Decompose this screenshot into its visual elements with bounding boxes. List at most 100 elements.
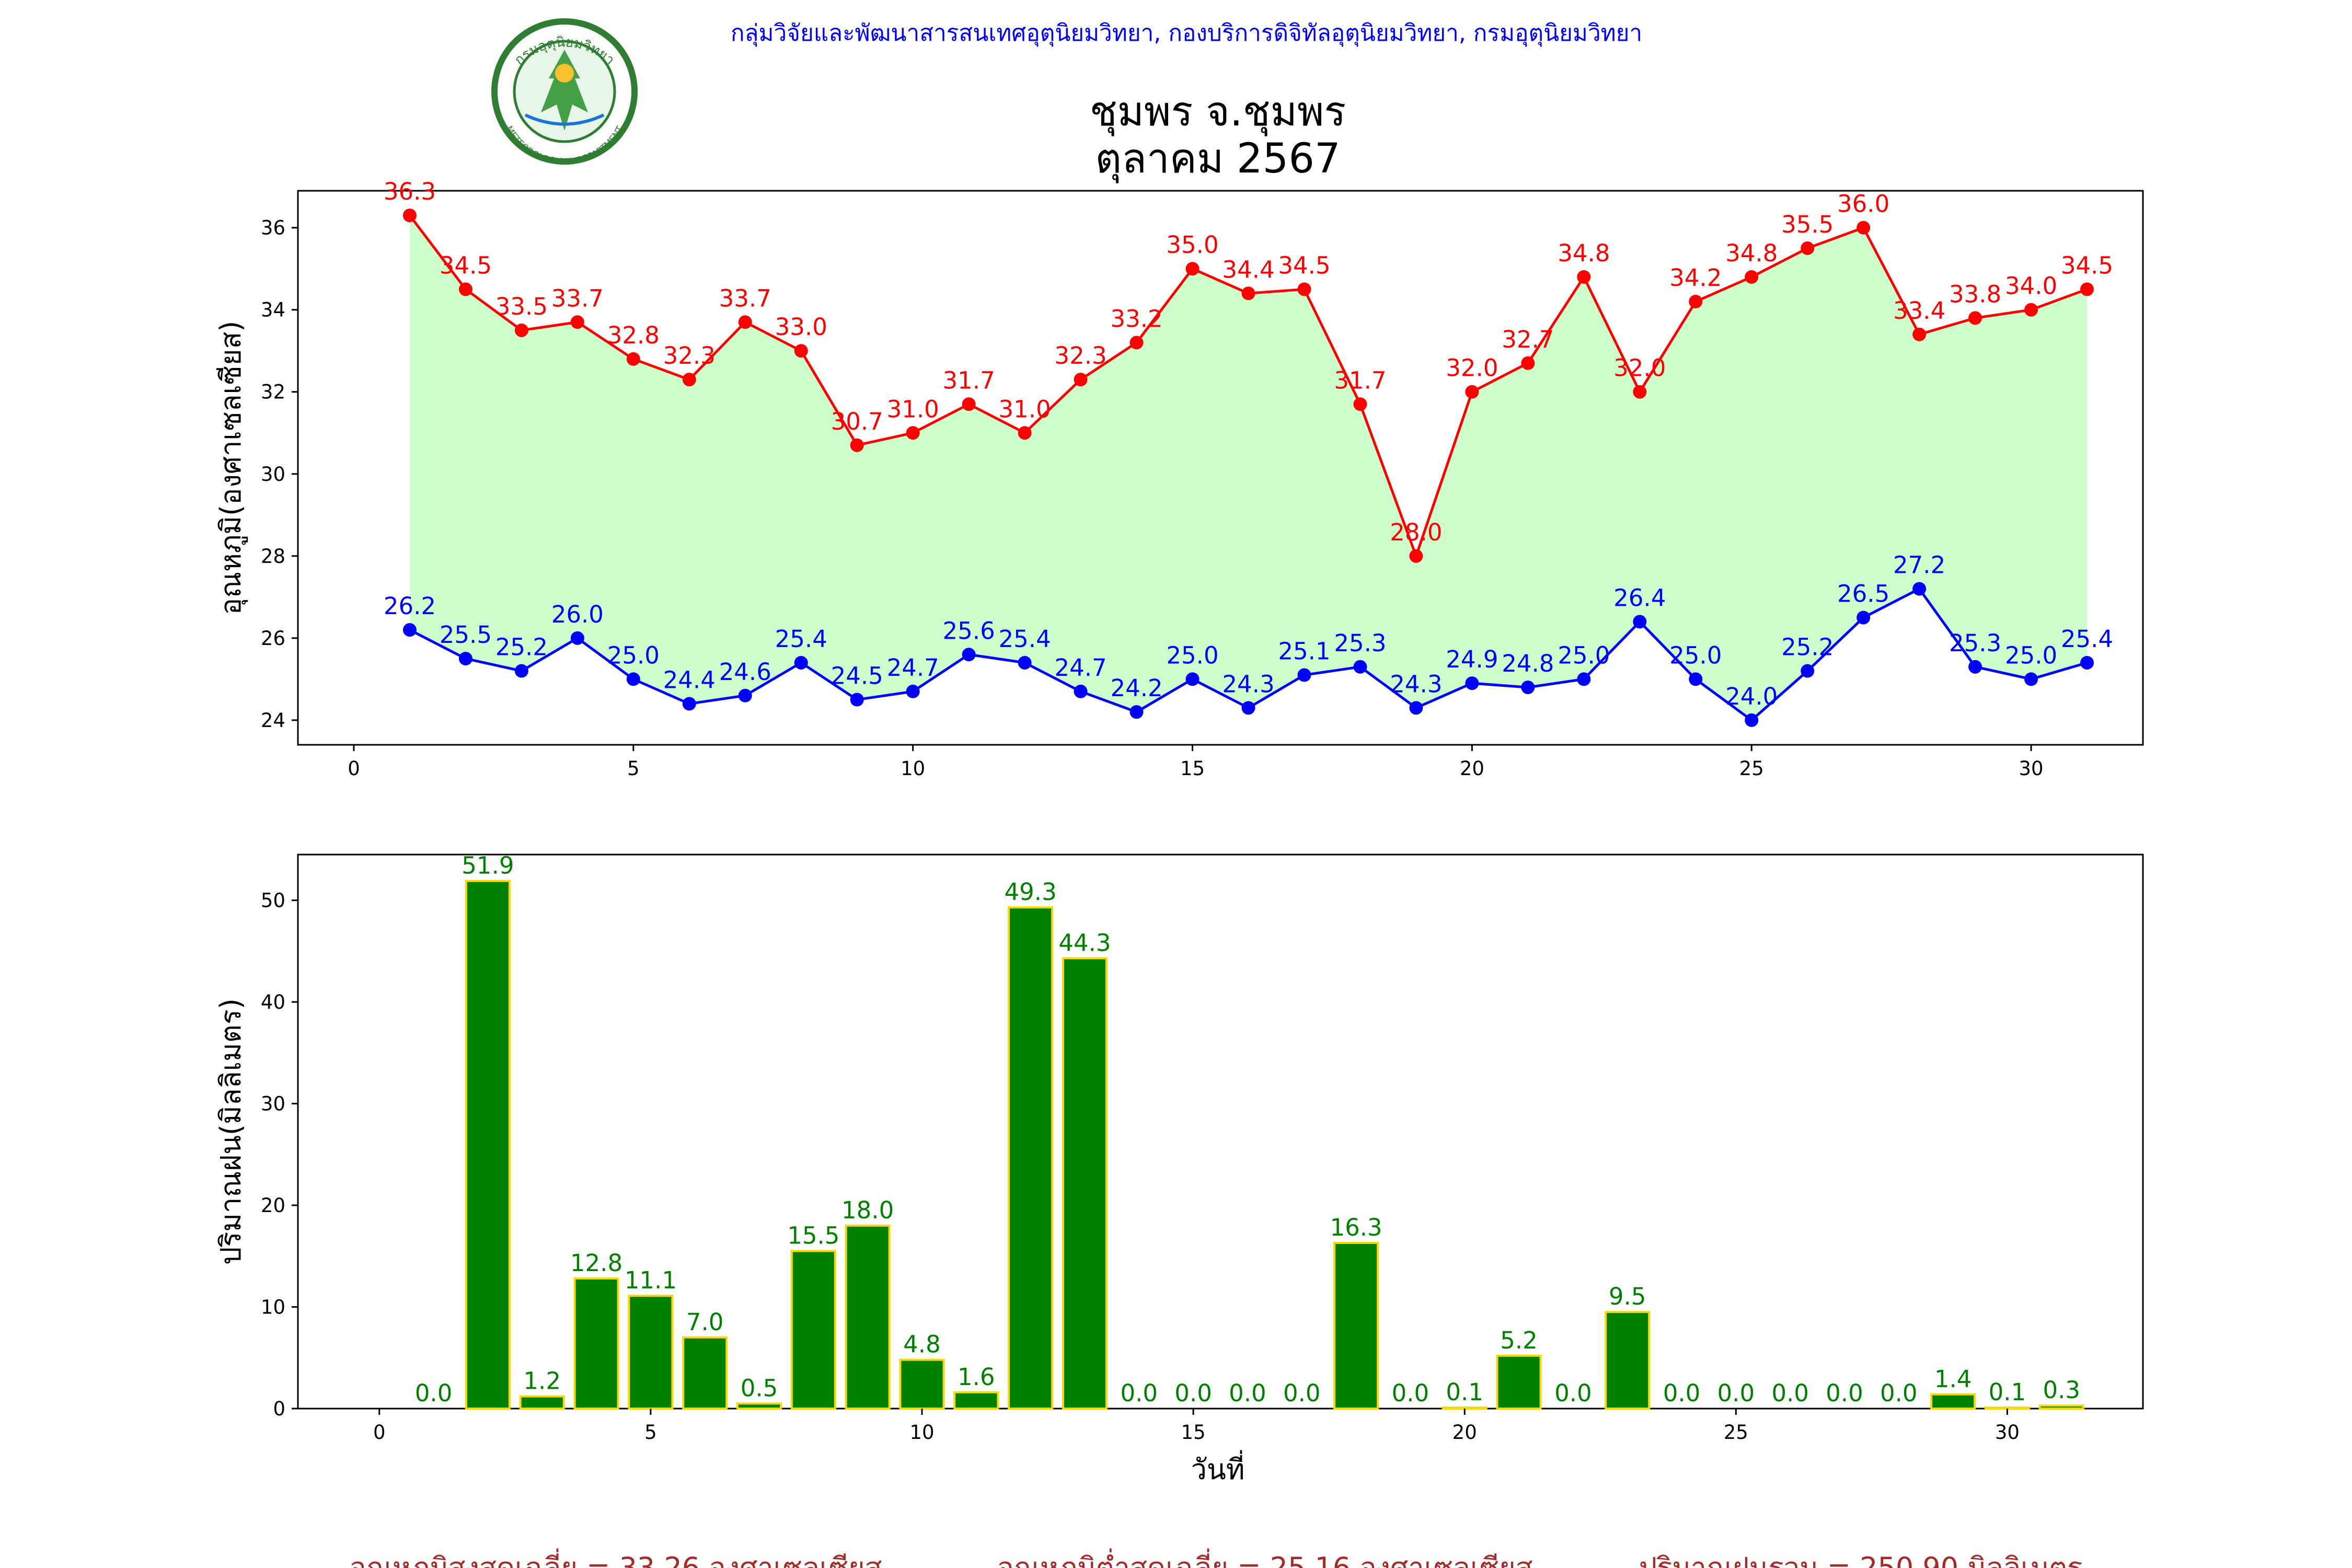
temperature-range-fill <box>409 215 2088 720</box>
max-temp-point <box>1185 262 1200 276</box>
temperature-panel: 36.334.533.5 33.732.832.333.733.030.7 31.0… <box>214 178 2144 780</box>
min-temp-value-label: 24.6 <box>719 658 771 686</box>
min-temp-value-label: 25.5 <box>440 621 492 649</box>
rainfall-value-label: 0.0 <box>415 1379 453 1407</box>
min-temp-value-label: 25.0 <box>2005 641 2057 669</box>
max-temp-point <box>2080 282 2094 296</box>
min-temp-point <box>1185 672 1200 686</box>
min-temp-value-label: 25.4 <box>999 625 1051 653</box>
min-temp-value-label: 24.3 <box>1222 670 1274 698</box>
rainfall-bar <box>1442 1406 1488 1410</box>
max-temp-point <box>458 282 472 296</box>
min-temp-point <box>1297 668 1311 682</box>
min-temp-point <box>514 664 528 678</box>
min-temp-point <box>682 697 696 711</box>
temperature-x-ticks: 0 5 10 15 20 25 30 <box>348 745 2044 780</box>
min-temp-value-label: 25.0 <box>1558 641 1610 669</box>
rainfall-bars <box>465 880 2084 1410</box>
x-tick-label: 15 <box>1181 1421 1206 1444</box>
rainfall-bar <box>899 1358 945 1410</box>
rainfall-data-labels: 0.0 51.9 1.2 12.811.1 7.0 0.5 15.518.0 4.8 1.6 49… <box>415 852 2080 1407</box>
max-temp-value-label: 33.8 <box>1949 280 2001 308</box>
max-temp-point <box>962 397 976 411</box>
rainfall-value-label: 9.5 <box>1609 1283 1646 1310</box>
rainfall-value-label: 11.1 <box>625 1266 677 1294</box>
rainfall-value-label: 0.0 <box>1880 1379 1918 1407</box>
max-temp-point <box>402 209 417 223</box>
max-temp-value-label: 33.4 <box>1893 297 1945 325</box>
max-temp-point <box>1689 295 1703 308</box>
rainfall-value-label: 16.3 <box>1330 1214 1382 1241</box>
rainfall-bar <box>465 880 511 1410</box>
max-temp-value-label: 31.7 <box>1334 366 1386 394</box>
max-temp-point <box>2024 303 2038 317</box>
min-temp-value-label: 25.2 <box>1781 633 1834 661</box>
min-temp-point <box>1912 582 1927 596</box>
max-temp-value-label: 34.2 <box>1669 264 1722 292</box>
footer-avg-min-temp: อุณหภูมิต่ำสุดเฉลี่ย = 25.16 องศาเซลเซีย… <box>997 1548 1532 1568</box>
y-tick-label: 36 <box>261 217 285 239</box>
x-tick-label: 25 <box>1724 1421 1748 1444</box>
min-temp-value-label: 26.5 <box>1837 580 1889 608</box>
rainfall-bar <box>1984 1406 2030 1410</box>
max-temp-value-label: 35.0 <box>1166 231 1218 259</box>
y-tick-label: 30 <box>261 463 285 486</box>
x-tick-label: 30 <box>2019 757 2044 780</box>
min-temp-point <box>850 693 864 707</box>
min-temp-value-label: 24.0 <box>1725 683 1778 710</box>
min-temp-point <box>1074 684 1088 698</box>
min-temp-point <box>570 631 584 645</box>
rainfall-value-label: 12.8 <box>570 1249 622 1277</box>
y-tick-label: 34 <box>261 299 285 321</box>
max-temp-point <box>1745 270 1759 284</box>
rainfall-value-label: 49.3 <box>1005 878 1057 906</box>
rainfall-value-label: 1.2 <box>523 1367 561 1395</box>
rainfall-bar <box>1496 1354 1542 1410</box>
rainfall-value-label: 0.0 <box>1826 1379 1863 1407</box>
y-tick-label: 20 <box>261 1194 285 1217</box>
rainfall-x-ticks: 0 5 10 15 20 25 30 <box>373 1409 2020 1444</box>
max-temp-point <box>1409 549 1423 563</box>
max-temp-point <box>794 344 808 358</box>
max-temp-value-label: 32.3 <box>663 342 716 370</box>
max-temp-point <box>1857 221 1871 235</box>
y-tick-label: 26 <box>261 627 285 650</box>
rainfall-bar <box>682 1336 728 1410</box>
rainfall-value-label: 1.6 <box>958 1363 995 1391</box>
max-temp-point <box>906 426 920 440</box>
min-temp-point <box>2080 655 2094 670</box>
max-temp-value-label: 31.0 <box>999 395 1051 423</box>
max-temp-value-label: 36.3 <box>384 178 436 205</box>
max-temp-value-label: 34.5 <box>1278 251 1330 279</box>
max-temp-point <box>850 438 864 452</box>
rainfall-value-label: 0.0 <box>1663 1379 1701 1407</box>
x-tick-label: 25 <box>1739 757 1764 780</box>
rainfall-x-axis-label: วันที่ <box>1191 1450 1245 1486</box>
rainfall-value-label: 0.0 <box>1771 1379 1809 1407</box>
rainfall-value-label: 0.0 <box>1229 1379 1266 1407</box>
max-temp-value-label: 32.0 <box>1613 354 1666 382</box>
max-temp-value-label: 32.7 <box>1502 326 1554 353</box>
max-temp-point <box>682 373 696 387</box>
rainfall-bar <box>953 1391 999 1410</box>
x-tick-label: 10 <box>901 757 925 780</box>
min-temp-point <box>1689 672 1703 686</box>
max-temp-point <box>1521 356 1535 370</box>
max-temp-point <box>1968 311 1982 325</box>
min-temp-point <box>1633 615 1647 629</box>
max-temp-value-label: 34.5 <box>440 251 492 279</box>
min-temp-value-label: 24.3 <box>1390 670 1442 698</box>
y-tick-label: 50 <box>261 890 285 912</box>
rainfall-bar <box>1333 1241 1379 1410</box>
rainfall-value-label: 0.0 <box>1717 1379 1755 1407</box>
rainfall-bar <box>1008 906 1054 1410</box>
min-temp-value-label: 25.4 <box>2061 625 2113 653</box>
max-temp-point <box>1577 270 1591 284</box>
max-temp-point <box>1353 397 1367 411</box>
min-temp-point <box>1409 701 1423 715</box>
rainfall-bar <box>573 1277 619 1410</box>
min-temp-point <box>626 672 640 686</box>
min-temp-value-label: 24.2 <box>1110 674 1162 702</box>
x-tick-label: 0 <box>348 757 360 780</box>
min-temp-value-label: 24.9 <box>1446 645 1498 673</box>
